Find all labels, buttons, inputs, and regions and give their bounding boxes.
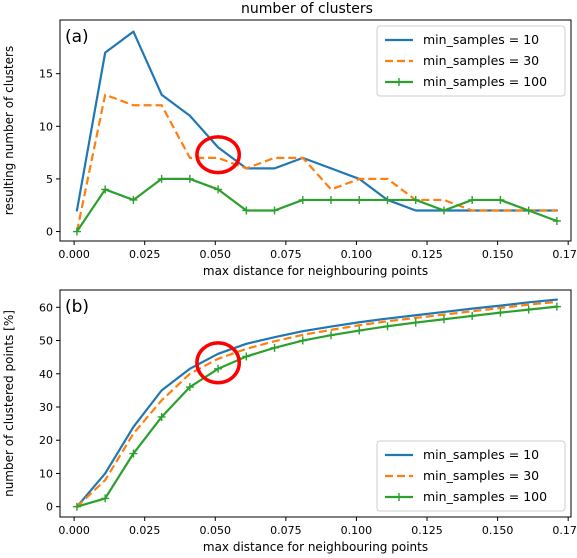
x-axis-label: max distance for neighbouring points <box>203 264 428 278</box>
data-point-marker <box>327 331 336 340</box>
x-tick-label: 0.100 <box>341 248 373 261</box>
x-tick-label: 0.000 <box>58 524 90 537</box>
x-tick-label: 0.125 <box>411 248 443 261</box>
data-point-marker <box>468 195 477 204</box>
data-point-marker <box>355 195 364 204</box>
data-point-marker <box>185 174 194 183</box>
data-point-marker <box>439 206 448 215</box>
data-point-marker <box>157 412 166 421</box>
data-point-marker <box>270 206 279 215</box>
data-point-marker <box>524 206 533 215</box>
data-point-marker <box>129 449 138 458</box>
y-axis-label: number of clustered points [%] <box>2 310 16 497</box>
legend-label-1: min_samples = 10 <box>423 447 539 462</box>
x-tick-label: 0.150 <box>482 248 514 261</box>
x-axis-label: max distance for neighbouring points <box>203 540 428 554</box>
x-tick-label: 0.175 <box>552 524 577 537</box>
data-point-marker <box>129 195 138 204</box>
y-tick-label: 20 <box>39 434 53 447</box>
y-tick-label: 60 <box>39 301 53 314</box>
x-tick-label: 0.000 <box>58 248 90 261</box>
legend-box <box>376 440 566 512</box>
data-point-marker <box>185 383 194 392</box>
x-tick-label: 0.150 <box>482 524 514 537</box>
series-line-1 <box>75 30 558 212</box>
data-point-marker <box>383 195 392 204</box>
legend-label-2: min_samples = 30 <box>423 468 539 483</box>
x-tick-label: 0.025 <box>129 524 161 537</box>
data-point-marker <box>101 494 110 503</box>
y-tick-label: 0 <box>46 501 53 514</box>
data-point-marker <box>496 308 505 317</box>
legend-label-1: min_samples = 10 <box>423 32 539 47</box>
highlight-ellipse <box>195 341 242 385</box>
data-point-marker <box>214 185 223 194</box>
data-point-marker <box>242 352 251 361</box>
series-line-3 <box>75 177 558 233</box>
x-tick-label: 0.025 <box>129 248 161 261</box>
x-tick-label: 0.125 <box>411 524 443 537</box>
x-tick-label: 0.050 <box>200 248 232 261</box>
x-tick-label: 0.075 <box>270 248 302 261</box>
series-line-2 <box>76 300 557 508</box>
data-point-marker <box>524 305 533 314</box>
data-point-marker <box>468 311 477 320</box>
x-tick-label: 0.050 <box>200 524 232 537</box>
data-point-marker <box>552 302 561 311</box>
legend-marker <box>395 493 403 501</box>
data-point-marker <box>157 174 166 183</box>
panel-label: (b) <box>65 297 89 317</box>
panel-b-clustered-points: 0.000 0.025 0.050 0.075 0.100 0.125 0.150 0.175… <box>2 289 577 554</box>
data-point-marker <box>214 364 223 373</box>
x-tick-label: 0.175 <box>552 248 577 261</box>
panel-label: (a) <box>65 27 89 47</box>
legend-marker <box>395 78 403 86</box>
data-point-marker <box>298 336 307 345</box>
panel-a-clusters: 0.000 0.025 0.050 0.075 0.100 0.125 0.150 0.175… <box>2 19 577 278</box>
figure-title: number of clusters <box>241 1 373 17</box>
data-point-marker <box>411 195 420 204</box>
legend-label-2: min_samples = 30 <box>423 53 539 68</box>
series-line-3 <box>75 305 558 508</box>
data-point-marker <box>242 206 251 215</box>
data-point-marker <box>439 315 448 324</box>
legend-label-3: min_samples = 100 <box>423 489 547 504</box>
data-point-marker <box>496 195 505 204</box>
series-line-2 <box>75 93 557 232</box>
data-point-marker <box>270 343 279 352</box>
y-tick-label: 40 <box>39 368 53 381</box>
legend: min_samples = 10 min_samples = 30 min_samp… <box>376 25 566 97</box>
y-tick-label: 0 <box>46 226 53 239</box>
plot-frame <box>59 289 572 518</box>
plot-frame <box>59 19 572 242</box>
data-point-marker <box>355 326 364 335</box>
legend-label-3: min_samples = 100 <box>423 74 547 89</box>
data-point-marker <box>552 217 561 226</box>
data-point-marker <box>383 322 392 331</box>
data-point-marker <box>327 195 336 204</box>
legend: min_samples = 10 min_samples = 30 min_samp… <box>376 440 566 512</box>
y-tick-label: 50 <box>39 335 53 348</box>
data-point-marker <box>298 195 307 204</box>
x-tick-label: 0.075 <box>270 524 302 537</box>
y-tick-label: 10 <box>39 120 53 133</box>
y-tick-label: 15 <box>39 68 53 81</box>
highlight-ellipse <box>195 135 242 175</box>
data-point-marker <box>72 227 81 236</box>
series-line-1 <box>75 298 558 508</box>
data-point-marker <box>411 318 420 327</box>
y-tick-label: 5 <box>46 173 53 186</box>
y-tick-label: 30 <box>39 401 53 414</box>
data-point-marker <box>72 502 81 511</box>
y-tick-label: 10 <box>39 467 53 480</box>
legend-box <box>376 25 566 97</box>
data-point-marker <box>101 185 110 194</box>
x-tick-label: 0.100 <box>341 524 373 537</box>
y-axis-label: resulting number of clusters <box>2 46 16 215</box>
